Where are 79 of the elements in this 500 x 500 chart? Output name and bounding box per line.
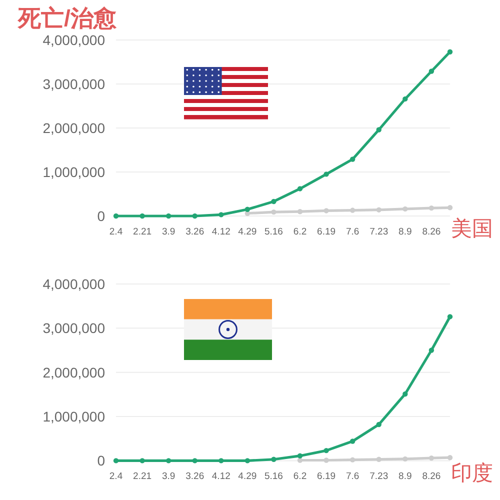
point [428, 455, 434, 461]
x-tick-label: 3.9 [162, 471, 176, 482]
y-tick-label: 2,000,000 [42, 364, 106, 380]
x-tick-label: 7.6 [346, 471, 360, 482]
point [447, 49, 453, 54]
point [428, 348, 434, 353]
chart-title: 死亡/治愈 [17, 5, 118, 31]
x-tick-label: 5.16 [264, 226, 283, 238]
point [428, 68, 434, 74]
point [402, 206, 408, 212]
x-tick-label: 3.9 [162, 226, 176, 238]
point [218, 212, 224, 218]
point [402, 456, 408, 462]
point [376, 207, 382, 212]
point [350, 438, 356, 444]
text: 美国 [451, 218, 493, 240]
y-tick-label: 1,000,000 [42, 164, 106, 180]
point [271, 209, 276, 215]
x-tick-label: 4.12 [212, 226, 230, 238]
point [350, 156, 356, 162]
y-tick-label: 0 [97, 208, 106, 224]
point [447, 455, 453, 460]
y-tick-label: 3,000,000 [42, 76, 106, 92]
y-tick-label: 2,000,000 [42, 120, 106, 136]
point [297, 209, 303, 214]
point [324, 448, 329, 454]
point [402, 96, 408, 102]
point [402, 391, 408, 397]
x-tick-label: 4.29 [238, 226, 257, 238]
point [140, 458, 145, 464]
point [166, 458, 172, 464]
x-tick-label: 7.23 [370, 226, 388, 238]
y-tick-label: 1,000,000 [42, 408, 106, 425]
x-tick-label: 7.23 [370, 471, 388, 482]
point [376, 422, 382, 428]
x-tick-label: 6.19 [317, 226, 336, 238]
point [376, 127, 382, 132]
x-tick-label: 2.4 [109, 226, 123, 238]
point [271, 198, 276, 204]
point [376, 456, 382, 462]
x-tick-label: 8.9 [398, 471, 412, 482]
x-tick-label: 6.2 [293, 226, 307, 238]
point [113, 458, 119, 464]
x-tick-label: 2.21 [133, 471, 152, 482]
point [428, 205, 434, 211]
y-tick-label: 4,000,000 [42, 276, 106, 292]
x-tick-label: 4.29 [238, 471, 257, 482]
x-tick-label: 3.26 [186, 226, 204, 238]
point [192, 458, 198, 464]
x-tick-label: 6.19 [317, 471, 336, 482]
point [297, 186, 303, 192]
point [324, 458, 329, 463]
text: 印度 [451, 462, 493, 486]
point [166, 213, 172, 219]
x-tick-label: 8.26 [422, 226, 441, 238]
y-tick-label: 3,000,000 [42, 320, 106, 336]
point [447, 314, 453, 320]
x-tick-label: 5.16 [264, 471, 283, 482]
point [192, 213, 198, 219]
y-tick-label: 4,000,000 [42, 32, 106, 48]
x-tick-label: 6.2 [293, 471, 307, 482]
x-tick-label: 3.26 [186, 471, 204, 482]
point [271, 456, 276, 462]
x-tick-label: 7.6 [346, 226, 360, 238]
point [218, 458, 224, 464]
point [140, 213, 145, 219]
point [324, 172, 329, 177]
point [297, 453, 303, 458]
y-tick-label: 0 [97, 452, 106, 469]
x-tick-label: 8.26 [422, 471, 441, 482]
x-tick-label: 4.12 [212, 471, 230, 482]
point [447, 205, 453, 210]
point [244, 458, 250, 464]
x-tick-label: 2.4 [109, 471, 123, 482]
x-tick-label: 2.21 [133, 226, 152, 238]
x-tick-label: 8.9 [398, 226, 412, 238]
point [244, 206, 250, 212]
point [113, 213, 119, 219]
point [324, 208, 329, 214]
